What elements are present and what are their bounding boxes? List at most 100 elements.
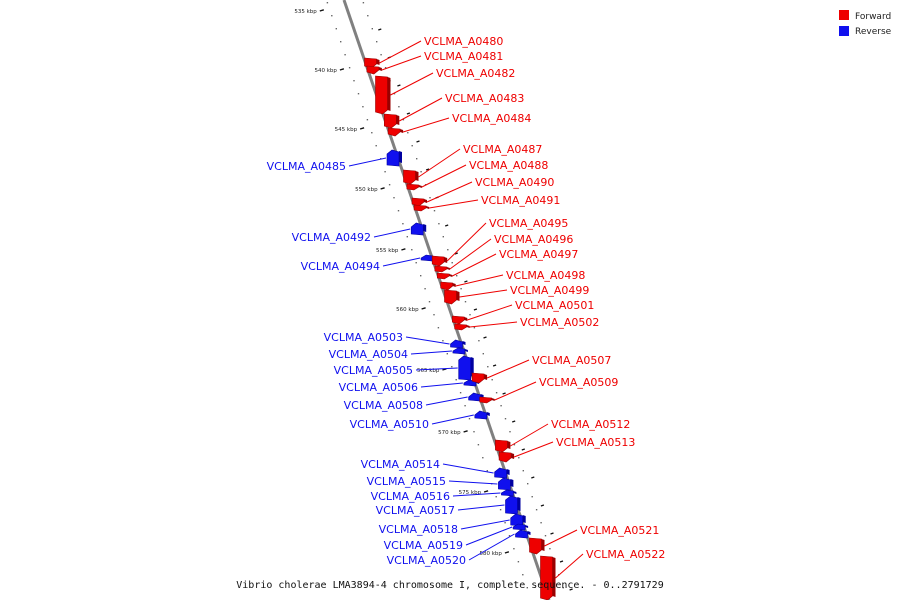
gene-label[interactable]: VCLMA_A0495 (489, 217, 568, 230)
gene-label[interactable]: VCLMA_A0522 (586, 548, 665, 561)
gene-label[interactable]: VCLMA_A0509 (539, 376, 618, 389)
gene-feature[interactable] (410, 222, 424, 236)
gene-feature[interactable] (501, 489, 514, 497)
gene-label[interactable]: VCLMA_A0503 (324, 331, 403, 344)
gene-label[interactable]: VCLMA_A0520 (387, 554, 466, 567)
gene-label[interactable]: VCLMA_A0494 (301, 260, 380, 273)
gene-feature[interactable] (468, 392, 481, 402)
gene-feature[interactable] (450, 339, 463, 349)
guide-dot (482, 457, 484, 459)
gene-label[interactable]: VCLMA_A0518 (379, 523, 458, 536)
gene-feature[interactable] (515, 529, 528, 539)
gene-label[interactable]: VCLMA_A0499 (510, 284, 589, 297)
gene-feature-shade (470, 357, 474, 377)
gene-feature[interactable] (444, 289, 457, 305)
gene-feature[interactable] (411, 197, 425, 207)
gene-feature-shade (484, 374, 488, 380)
guide-dot (393, 197, 395, 199)
gene-label[interactable]: VCLMA_A0504 (329, 348, 408, 361)
gene-feature[interactable] (364, 57, 377, 69)
gene-feature[interactable] (383, 113, 397, 129)
gene-label[interactable]: VCLMA_A0501 (515, 299, 594, 312)
gene-feature[interactable] (498, 477, 511, 491)
gene-label[interactable]: VCLMA_A0487 (463, 143, 542, 156)
gene-feature[interactable] (434, 265, 448, 273)
gene-feature[interactable] (403, 169, 416, 185)
gene-feature[interactable] (420, 254, 434, 262)
gene-feature[interactable] (471, 372, 485, 384)
gene-label[interactable]: VCLMA_A0491 (481, 194, 560, 207)
gene-label[interactable]: VCLMA_A0496 (494, 233, 573, 246)
gene-label[interactable]: VCLMA_A0502 (520, 316, 599, 329)
gene-feature[interactable] (440, 281, 454, 291)
gene-label[interactable]: VCLMA_A0508 (344, 399, 423, 412)
scale-minor-tick (569, 588, 573, 591)
gene-label[interactable]: VCLMA_A0482 (436, 67, 515, 80)
gene-feature[interactable] (436, 272, 450, 280)
gene-label[interactable]: VCLMA_A0483 (445, 92, 524, 105)
gene-feature[interactable] (454, 323, 468, 331)
gene-feature[interactable] (479, 396, 493, 404)
gene-label[interactable]: VCLMA_A0497 (499, 248, 578, 261)
gene-feature[interactable] (413, 204, 427, 212)
gene-label[interactable]: VCLMA_A0481 (424, 50, 503, 63)
gene-label[interactable]: VCLMA_A0485 (267, 160, 346, 173)
gene-feature[interactable] (386, 149, 400, 167)
gene-label[interactable]: VCLMA_A0521 (580, 524, 659, 537)
gene-feature[interactable] (498, 451, 512, 463)
gene-feature[interactable] (495, 439, 508, 453)
gene-label[interactable]: VCLMA_A0512 (551, 418, 630, 431)
gene-label[interactable]: VCLMA_A0484 (452, 112, 531, 125)
guide-dot (357, 93, 360, 95)
gene-feature[interactable] (366, 65, 380, 75)
gene-label[interactable]: VCLMA_A0515 (367, 475, 446, 488)
gene-feature-shade (446, 267, 450, 270)
gene-label[interactable]: VCLMA_A0519 (384, 539, 463, 552)
gene-label[interactable]: VCLMA_A0513 (556, 436, 635, 449)
gene-label[interactable]: VCLMA_A0498 (506, 269, 585, 282)
gene-feature[interactable] (458, 355, 472, 381)
guide-dot (402, 223, 404, 225)
gene-feature[interactable] (540, 555, 553, 600)
gene-feature-shade (462, 341, 466, 345)
gene-feature[interactable] (375, 75, 388, 115)
gene-label[interactable]: VCLMA_A0510 (350, 418, 429, 431)
guide-dot (513, 548, 515, 550)
gene-feature[interactable] (451, 315, 465, 325)
guide-dot (509, 431, 511, 433)
label-leader (448, 480, 498, 485)
label-leader (402, 117, 450, 133)
scale-minor-tick (444, 224, 449, 227)
gene-feature-shade (522, 515, 526, 523)
gene-feature-shade (399, 151, 402, 163)
label-leader (459, 289, 508, 298)
guide-dot (518, 457, 520, 459)
gene-label[interactable]: VCLMA_A0514 (361, 458, 440, 471)
gene-feature[interactable] (512, 523, 526, 531)
gene-label[interactable]: VCLMA_A0480 (424, 35, 503, 48)
guide-dot (371, 132, 373, 134)
gene-feature[interactable] (406, 183, 420, 191)
gene-label[interactable]: VCLMA_A0507 (532, 354, 611, 367)
guide-dot (517, 561, 520, 563)
gene-feature[interactable] (387, 127, 401, 137)
gene-label[interactable]: VCLMA_A0517 (376, 504, 455, 517)
gene-label[interactable]: VCLMA_A0516 (371, 490, 450, 503)
gene-feature[interactable] (474, 410, 488, 420)
scale-minor-tick (425, 168, 430, 171)
gene-feature[interactable] (505, 495, 518, 515)
guide-dot (464, 405, 466, 407)
gene-feature[interactable] (452, 347, 466, 355)
gene-label[interactable]: VCLMA_A0492 (292, 231, 371, 244)
scale-tick (339, 68, 345, 71)
gene-label[interactable]: VCLMA_A0505 (334, 364, 413, 377)
gene-label[interactable]: VCLMA_A0506 (339, 381, 418, 394)
gene-feature[interactable] (494, 467, 507, 479)
gene-label[interactable]: VCLMA_A0490 (475, 176, 554, 189)
guide-dot (442, 340, 444, 342)
gene-label[interactable]: VCLMA_A0488 (469, 159, 548, 172)
guide-dot (376, 41, 378, 43)
gene-feature[interactable] (431, 255, 445, 267)
label-leader (415, 367, 458, 371)
gene-feature[interactable] (529, 537, 542, 555)
